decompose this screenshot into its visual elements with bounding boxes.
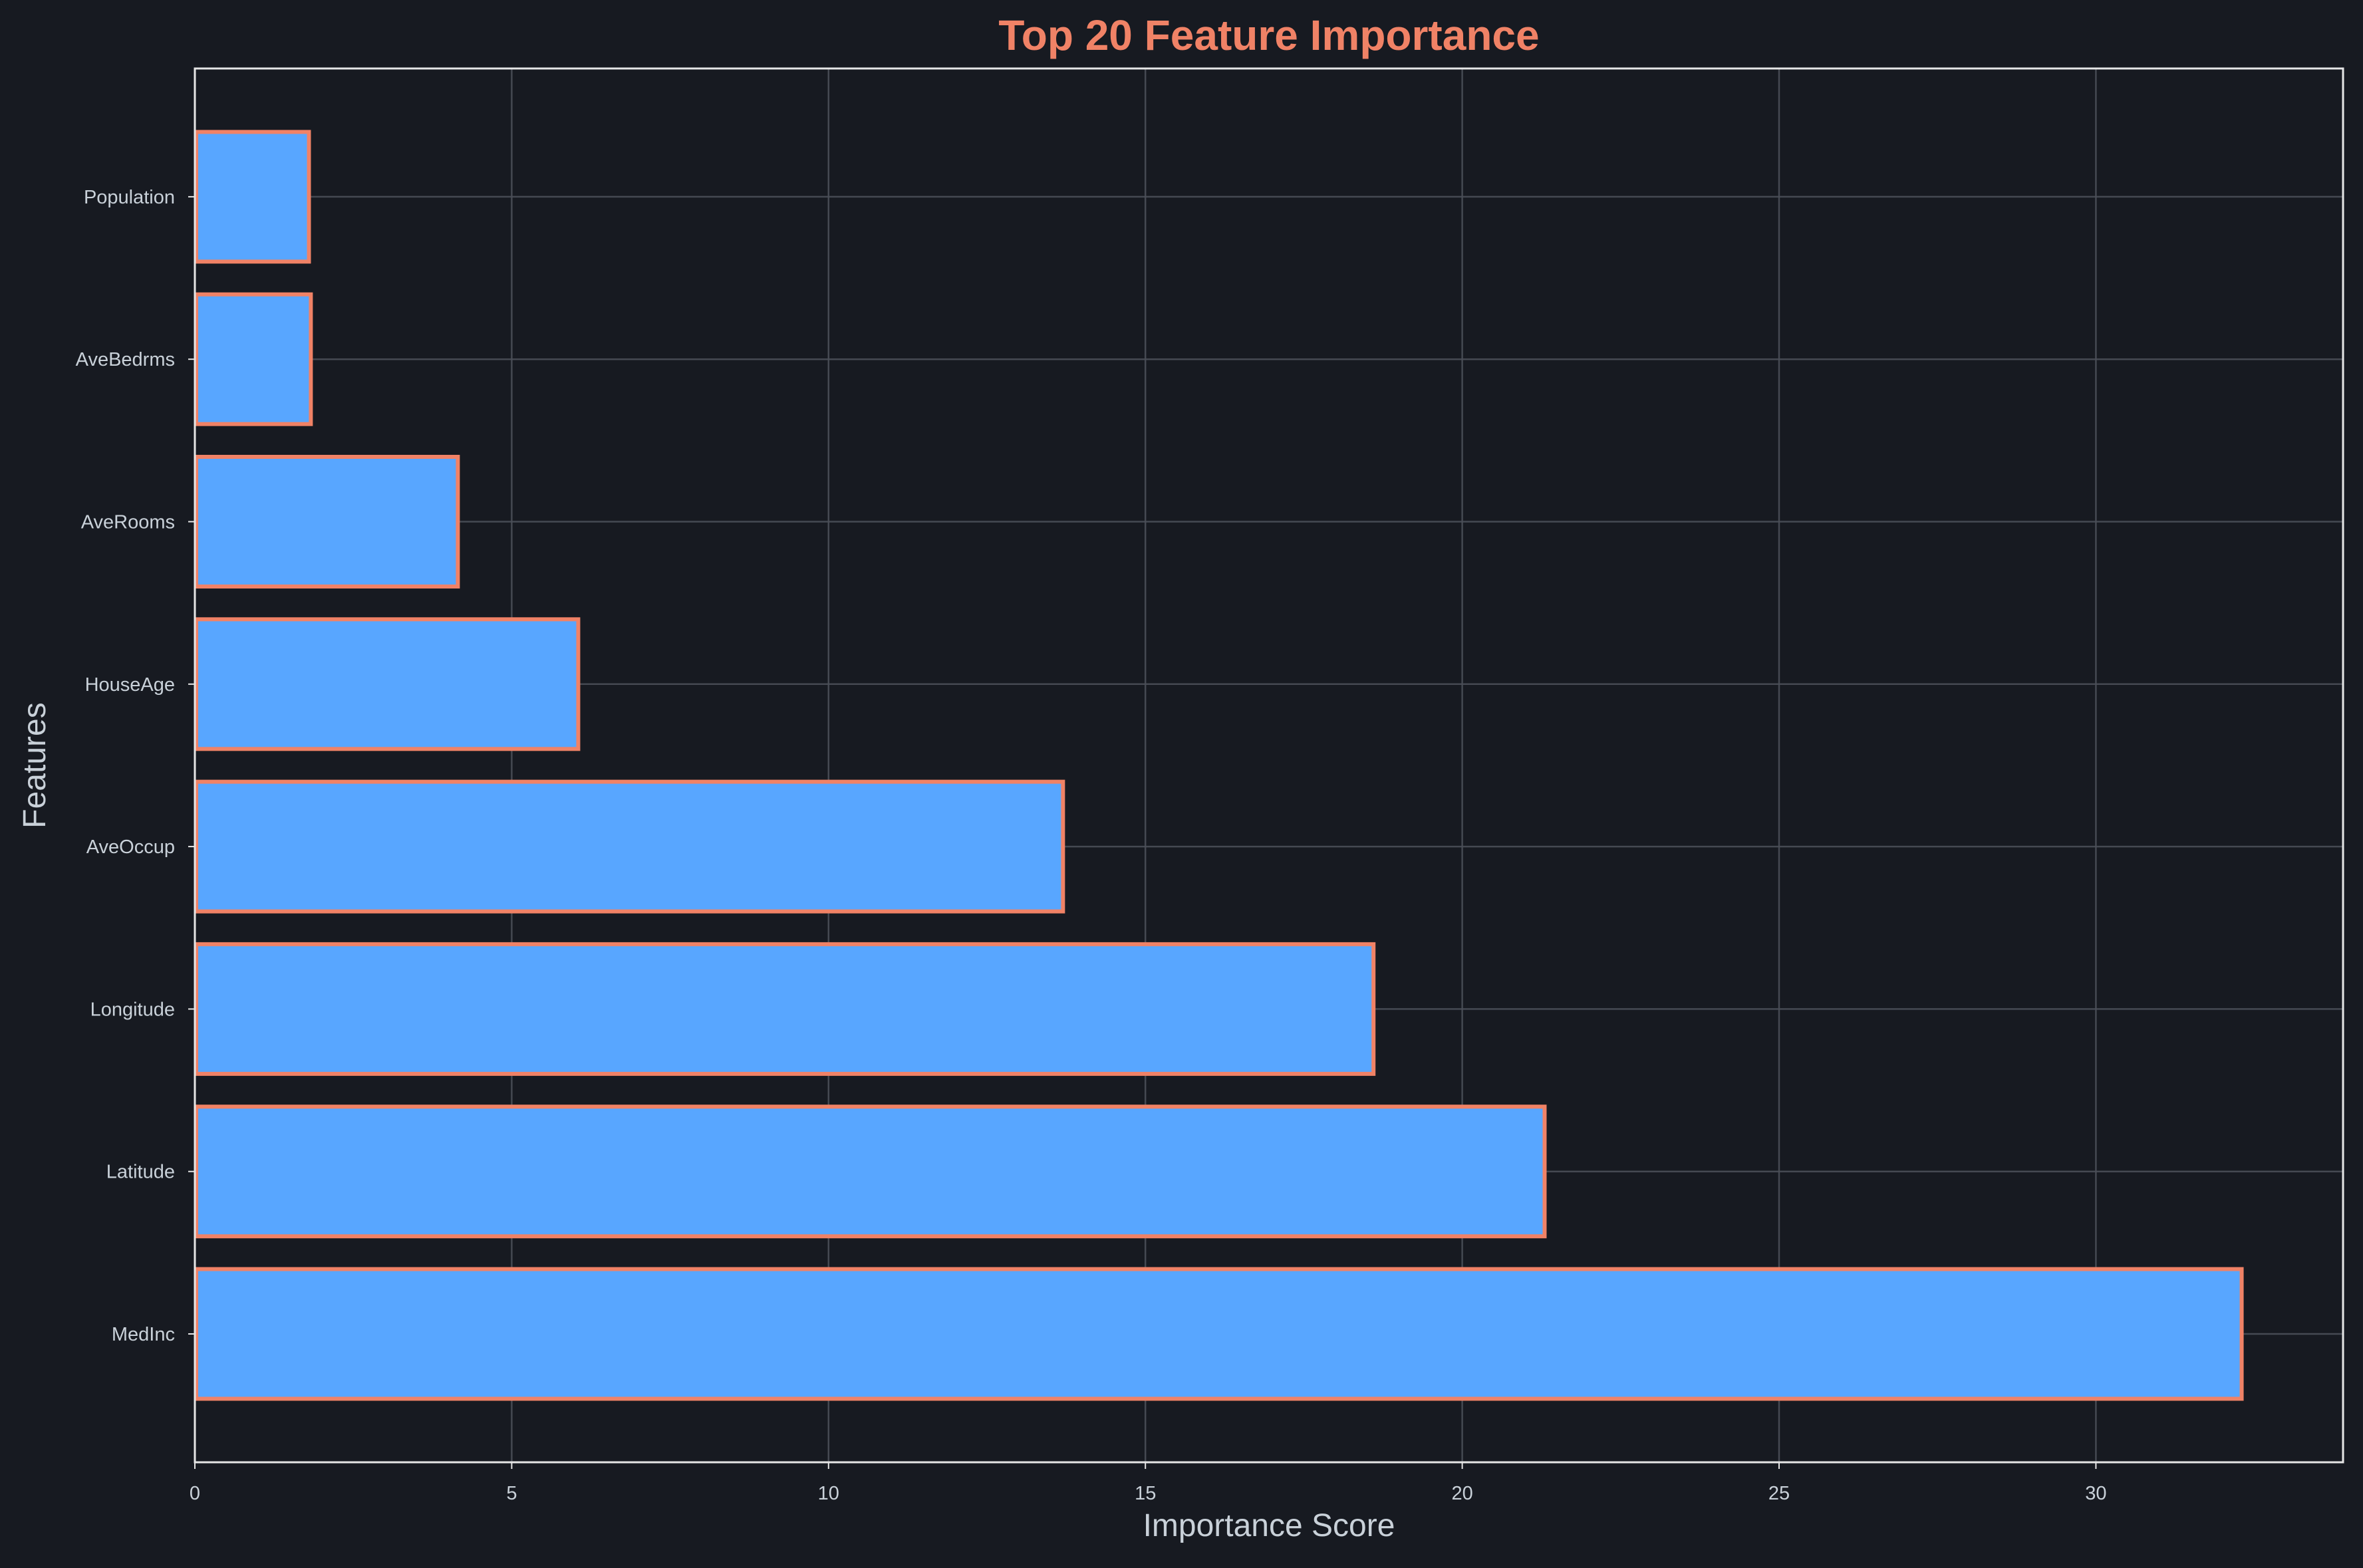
x-tick-label: 30 [2085, 1483, 2106, 1504]
bar-houseage [194, 617, 581, 751]
bars [194, 130, 2244, 1401]
x-tick-label: 10 [818, 1483, 839, 1504]
x-tick-label: 20 [1451, 1483, 1472, 1504]
bar-latitude [194, 1105, 1547, 1239]
y-axis-label: Features [17, 702, 53, 828]
y-tick-label: MedInc [112, 1324, 175, 1345]
y-tick-label: HouseAge [85, 674, 175, 696]
x-tick-label: 25 [1768, 1483, 1790, 1504]
y-tick-label: Longitude [90, 999, 175, 1020]
y-tick-label: AveOccup [86, 837, 175, 858]
bar-averooms [194, 455, 460, 588]
x-axis-ticks: 0 5 10 15 20 25 30 [190, 1462, 2107, 1504]
bar-medinc [194, 1267, 2244, 1401]
y-tick-label: Latitude [106, 1162, 175, 1183]
chart-title: Top 20 Feature Importance [998, 11, 1539, 59]
y-tick-label: AveBedrms [76, 349, 175, 370]
bar-longitude [194, 942, 1376, 1076]
x-tick-label: 15 [1135, 1483, 1156, 1504]
x-axis-label: Importance Score [1143, 1508, 1395, 1543]
y-axis-ticks: MedInc Latitude Longitude AveOccup HouseAge A… [76, 187, 195, 1345]
x-tick-label: 0 [190, 1483, 200, 1504]
y-tick-label: AveRooms [81, 512, 175, 533]
axes-frame [194, 67, 2344, 1464]
bar-population [194, 130, 311, 264]
y-tick-label: Population [84, 187, 175, 208]
bar-avebedrms [194, 292, 313, 426]
x-tick-label: 5 [506, 1483, 517, 1504]
bar-aveoccup [194, 779, 1065, 914]
